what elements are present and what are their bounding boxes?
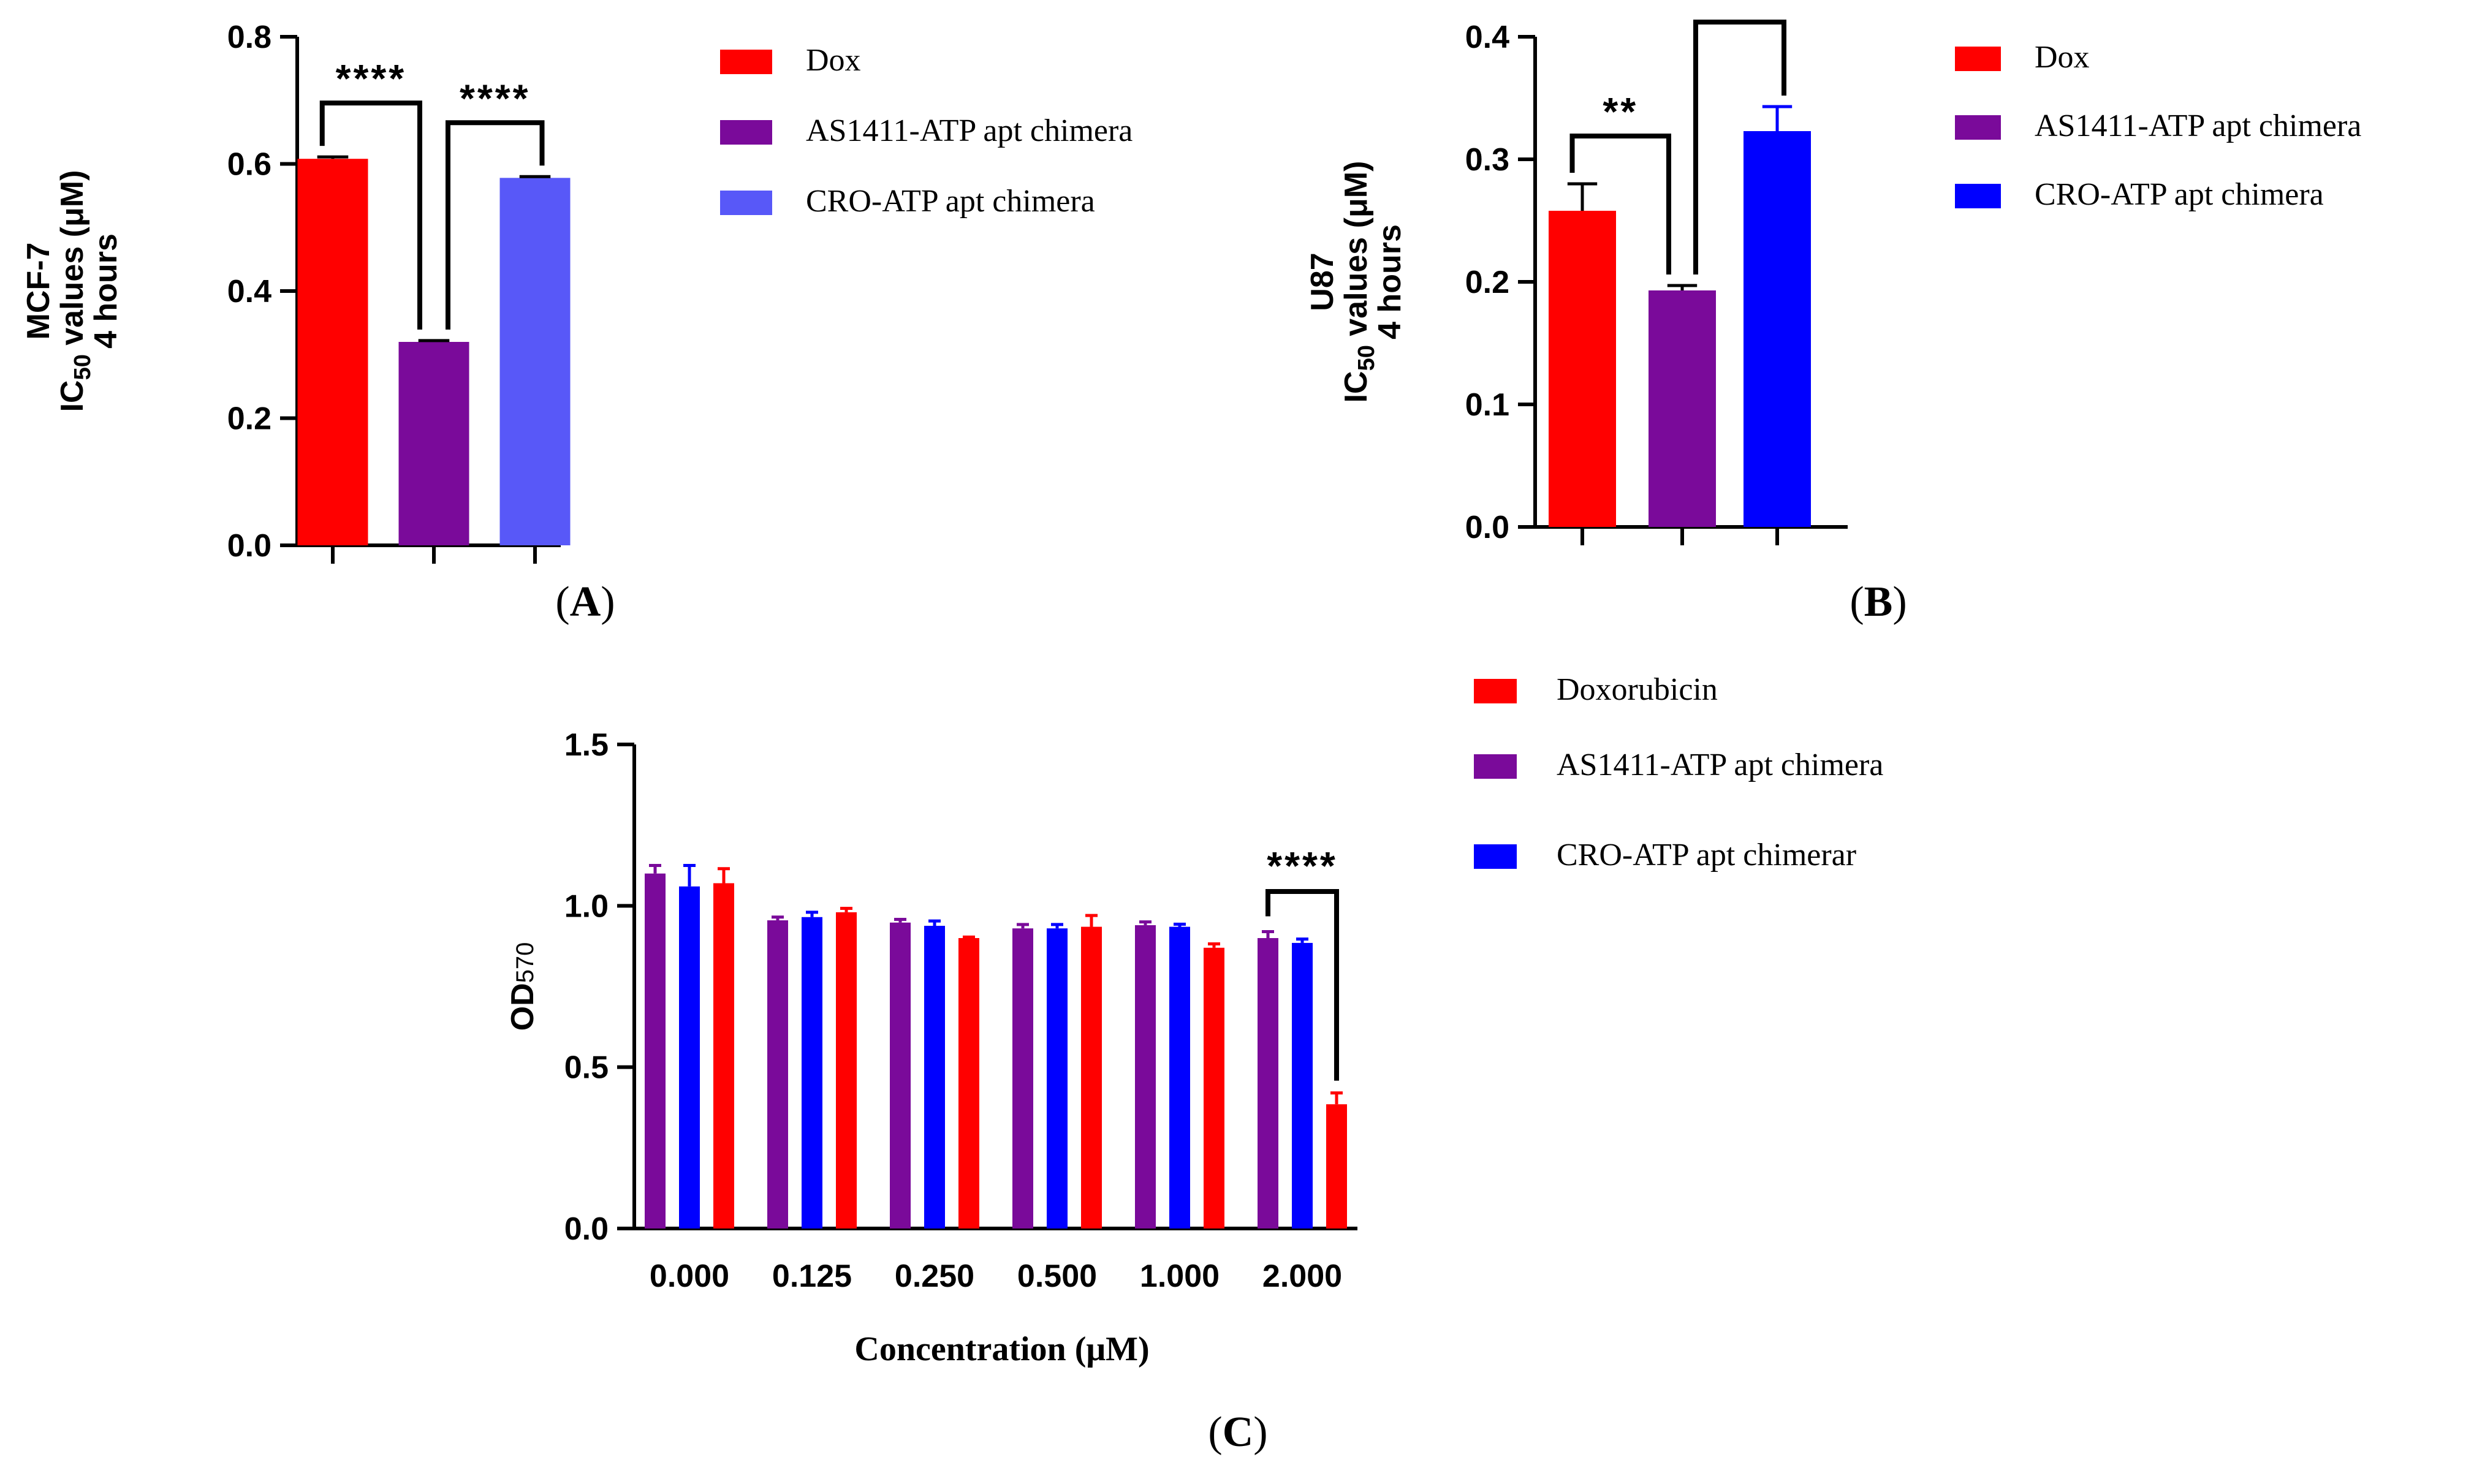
x-tick-label: 0.000 bbox=[650, 1259, 729, 1294]
panel-letter: B bbox=[1864, 578, 1893, 626]
legend-swatch bbox=[1474, 754, 1517, 779]
y-axis-label: OD570 bbox=[505, 942, 541, 1031]
bar-3 bbox=[1744, 131, 1811, 527]
bar-1.000-1 bbox=[1135, 925, 1156, 1228]
bar-2.000-2 bbox=[1292, 942, 1313, 1228]
legend-label: AS1411-ATP apt chimera bbox=[806, 113, 1133, 148]
legend-label: Dox bbox=[806, 43, 861, 78]
bar-0.000-3 bbox=[713, 883, 734, 1228]
panel-label: (B) bbox=[1850, 578, 1907, 626]
y-axis-label-line-1: U87 bbox=[1305, 252, 1340, 311]
subscript: 50 bbox=[1354, 345, 1379, 371]
panel-letter: A bbox=[570, 578, 601, 626]
bar-2.000-1 bbox=[1258, 938, 1278, 1228]
bar-0.500-2 bbox=[1047, 928, 1068, 1228]
y-axis-label-rest: values (μM) bbox=[55, 170, 90, 355]
legend-swatch bbox=[720, 50, 772, 74]
significance-label: **** bbox=[1267, 844, 1338, 888]
bar-2.000-3 bbox=[1326, 1104, 1347, 1228]
y-tick-label: 0.0 bbox=[227, 528, 271, 564]
legend-label: AS1411-ATP apt chimera bbox=[2035, 108, 2361, 143]
y-tick-label: 0.0 bbox=[1465, 510, 1509, 545]
legend-swatch bbox=[1955, 115, 2001, 140]
bar-0.250-2 bbox=[924, 925, 945, 1228]
legend-label: CRO-ATP apt chimera bbox=[2035, 177, 2324, 212]
legend-label: CRO-ATP apt chimera bbox=[806, 184, 1095, 219]
panel-label: (A) bbox=[555, 578, 615, 626]
y-axis-label-line-3: 4 hours bbox=[88, 233, 124, 349]
y-axis-label-line-2: IC50 values (μM) bbox=[55, 170, 96, 412]
y-tick-label: 0.0 bbox=[564, 1211, 609, 1247]
bar-2 bbox=[1649, 290, 1716, 527]
significance-bracket bbox=[1693, 20, 1786, 274]
bar-0.000-1 bbox=[645, 873, 666, 1228]
x-tick-label: 1.000 bbox=[1140, 1259, 1220, 1294]
x-axis-label: Concentration (μM) bbox=[854, 1330, 1149, 1368]
legend-swatch bbox=[720, 120, 772, 145]
significance-label: **** bbox=[336, 56, 407, 100]
panel-c-chart: 0.0 0.5 1.0 1.5 0.000 0.125 0.250 0.500 1.000 2.0… bbox=[505, 672, 1883, 1456]
legend-swatch bbox=[1955, 184, 2001, 208]
panel-letter: C bbox=[1223, 1409, 1254, 1456]
y-tick-label: 0.6 bbox=[227, 147, 271, 183]
significance-bracket bbox=[446, 120, 545, 330]
bar-1.000-3 bbox=[1204, 947, 1224, 1228]
y-axis-label-line-2: IC50 values (μM) bbox=[1338, 161, 1379, 403]
x-tick-label: 0.125 bbox=[772, 1259, 852, 1294]
x-tick-label: 2.000 bbox=[1262, 1259, 1342, 1294]
legend-swatch bbox=[1474, 679, 1517, 703]
y-tick-label: 0.3 bbox=[1465, 142, 1509, 178]
y-tick-label: 0.2 bbox=[1465, 265, 1509, 300]
significance-bracket bbox=[1569, 134, 1671, 274]
bar-2 bbox=[398, 342, 469, 545]
bar-0.250-3 bbox=[958, 938, 979, 1228]
legend-swatch bbox=[1474, 844, 1517, 869]
bar-0.500-3 bbox=[1081, 926, 1102, 1228]
legend-label: CRO-ATP apt chimerar bbox=[1557, 838, 1856, 873]
subscript: 570 bbox=[512, 942, 539, 983]
significance-bracket bbox=[1265, 889, 1339, 1081]
bar-0.125-1 bbox=[767, 920, 788, 1228]
y-axis-label-rest: values (μM) bbox=[1338, 161, 1374, 346]
bar-1.000-2 bbox=[1169, 926, 1190, 1228]
y-tick-label: 0.2 bbox=[227, 401, 271, 437]
legend-label: AS1411-ATP apt chimera bbox=[1557, 748, 1883, 782]
legend-swatch bbox=[1955, 47, 2001, 71]
bar-0.000-2 bbox=[679, 886, 700, 1228]
y-axis-label-line-1: MCF-7 bbox=[21, 243, 56, 340]
bar-3 bbox=[499, 178, 571, 545]
y-tick-label: 0.5 bbox=[564, 1050, 609, 1086]
bar-1 bbox=[297, 159, 368, 545]
bar-0.250-1 bbox=[890, 922, 911, 1228]
bar-1 bbox=[1549, 211, 1616, 527]
bar-0.125-2 bbox=[802, 917, 822, 1228]
y-tick-label: 0.8 bbox=[227, 20, 271, 55]
bar-0.125-3 bbox=[836, 912, 857, 1228]
y-tick-label: 0.4 bbox=[1465, 20, 1509, 55]
x-tick-label: 0.250 bbox=[895, 1259, 974, 1294]
panel-label: (C) bbox=[1208, 1409, 1267, 1456]
y-tick-label: 0.4 bbox=[227, 274, 271, 309]
y-tick-label: 1.0 bbox=[564, 888, 609, 924]
y-tick-label: 0.1 bbox=[1465, 387, 1509, 423]
legend-label: Doxorubicin bbox=[1557, 672, 1718, 707]
bar-0.500-1 bbox=[1012, 928, 1033, 1228]
subscript: 50 bbox=[70, 354, 96, 380]
legend-label: Dox bbox=[2035, 40, 2090, 75]
significance-label: **** bbox=[1704, 0, 1775, 20]
significance-bracket bbox=[319, 100, 422, 330]
legend-swatch bbox=[720, 191, 772, 215]
x-tick-label: 0.500 bbox=[1017, 1259, 1097, 1294]
y-tick-label: 1.5 bbox=[564, 727, 609, 763]
significance-label: **** bbox=[460, 76, 531, 120]
y-axis-label-line-3: 4 hours bbox=[1372, 224, 1408, 339]
significance-label: ** bbox=[1603, 89, 1638, 134]
